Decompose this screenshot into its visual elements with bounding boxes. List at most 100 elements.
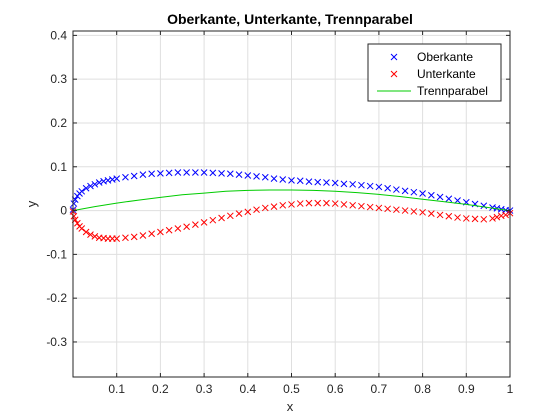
oberkante-point — [87, 182, 94, 190]
unterkante-point — [401, 207, 409, 214]
unterkante-point — [74, 219, 81, 227]
legend-entry-unterkante: Unterkante — [390, 67, 476, 81]
unterkante-point — [493, 213, 501, 221]
grid — [73, 31, 511, 377]
oberkante-point — [401, 187, 409, 195]
legend-entry-oberkante: Oberkante — [390, 50, 473, 64]
unterkante-point — [157, 228, 164, 236]
oberkante-point — [174, 169, 182, 176]
oberkante-point — [70, 200, 78, 207]
unterkante-point — [305, 199, 313, 207]
oberkante-point — [226, 170, 234, 178]
x-tick-label: 0.8 — [414, 382, 431, 396]
oberkante-point — [157, 169, 164, 177]
oberkante-point — [261, 173, 269, 181]
oberkante-point — [209, 169, 217, 177]
y-tick-label: -0.1 — [46, 247, 67, 261]
unterkante-point — [410, 208, 418, 215]
oberkante-point — [436, 193, 444, 201]
unterkante-point — [148, 230, 156, 238]
unterkante-point — [279, 201, 287, 209]
unterkante-point — [78, 225, 86, 232]
oberkante-point — [253, 173, 260, 180]
oberkante-point — [323, 179, 330, 186]
series-unterkante — [69, 199, 514, 242]
unterkante-point — [480, 215, 488, 223]
unterkante-point — [122, 234, 129, 242]
oberkante-point — [427, 191, 435, 199]
unterkante-point — [502, 211, 509, 219]
oberkante-point — [165, 169, 173, 177]
oberkante-point — [445, 195, 453, 203]
unterkante-point — [375, 204, 383, 212]
unterkante-point — [436, 211, 444, 219]
unterkante-point — [226, 212, 234, 220]
oberkante-point — [305, 178, 313, 186]
legend-label: Oberkante — [417, 50, 473, 64]
oberkante-point — [480, 202, 488, 210]
unterkante-point — [139, 232, 147, 239]
y-tick-label: 0 — [60, 204, 67, 218]
unterkante-point — [165, 226, 173, 234]
y-tick-label: 0.2 — [50, 116, 67, 130]
x-tick-label: 0.7 — [371, 382, 388, 396]
oberkante-point — [270, 175, 278, 182]
oberkante-point — [130, 172, 138, 180]
oberkante-point — [244, 172, 252, 179]
unterkante-point — [445, 212, 453, 220]
oberkante-point — [122, 173, 129, 181]
legend-swatch — [390, 70, 398, 78]
series-trennparabel — [72, 189, 511, 212]
oberkante-point — [349, 180, 357, 188]
oberkante-point — [288, 176, 295, 184]
unterkante-point — [70, 212, 78, 220]
chart-title: Oberkante, Unterkante, Trennparabel — [167, 11, 413, 27]
oberkante-point — [95, 179, 103, 186]
oberkante-point — [183, 169, 190, 176]
y-tick-label: -0.3 — [46, 335, 67, 349]
legend: Oberkante Unterkante Trennparabel — [367, 43, 502, 102]
unterkante-point — [296, 200, 304, 207]
y-ticks: 0.4 0.3 0.2 0.1 0 -0.1 -0.2 -0.3 — [46, 28, 510, 349]
unterkante-point — [462, 215, 470, 222]
x-tick-label: 0.9 — [458, 382, 475, 396]
oberkante-point — [218, 169, 225, 177]
y-tick-label: 0.3 — [50, 72, 67, 86]
oberkante-point — [82, 184, 90, 192]
oberkante-point — [192, 169, 199, 176]
unterkante-point — [384, 205, 391, 213]
unterkante-point — [340, 201, 348, 208]
y-axis-label: y — [24, 200, 39, 207]
unterkante-point — [244, 208, 252, 216]
oberkante-point — [91, 180, 99, 188]
oberkante-point — [314, 178, 322, 186]
unterkante-point — [174, 225, 182, 232]
unterkante-point — [270, 203, 278, 210]
oberkante-point — [366, 182, 374, 190]
oberkante-point — [113, 175, 121, 182]
x-tick-label: 0.2 — [152, 382, 169, 396]
oberkante-point — [331, 179, 339, 187]
oberkante-point — [279, 176, 287, 183]
x-tick-label: 0.5 — [283, 382, 300, 396]
oberkante-point — [296, 177, 304, 185]
x-tick-label: 0.4 — [239, 382, 256, 396]
y-tick-label: -0.2 — [46, 291, 67, 305]
oberkante-point — [148, 170, 156, 178]
unterkante-point — [471, 215, 479, 223]
unterkante-point — [314, 199, 322, 207]
y-tick-label: 0.4 — [50, 28, 67, 42]
oberkante-point — [340, 180, 348, 188]
x-tick-label: 0.6 — [327, 382, 344, 396]
oberkante-point — [375, 183, 383, 191]
oberkante-point — [139, 171, 147, 179]
oberkante-point — [393, 186, 400, 193]
oberkante-point — [78, 187, 86, 195]
unterkante-point — [393, 206, 400, 214]
unterkante-point — [183, 223, 190, 231]
unterkante-point — [366, 203, 374, 211]
unterkante-point — [82, 228, 90, 236]
legend-entry-trennparabel: Trennparabel — [377, 84, 488, 98]
x-tick-label: 0.1 — [108, 382, 125, 396]
